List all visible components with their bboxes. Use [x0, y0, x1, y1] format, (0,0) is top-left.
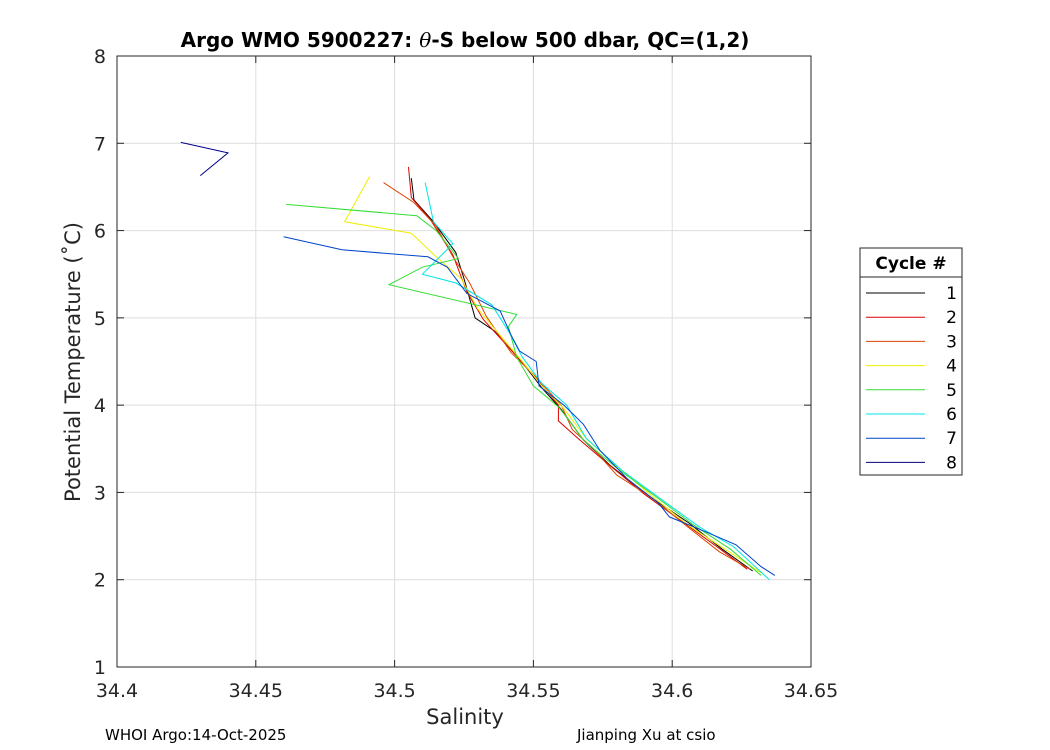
- y-tick-label: 4: [94, 395, 106, 417]
- legend-label-cycle-2: 2: [946, 308, 957, 328]
- series-group: [180, 141, 776, 581]
- y-tick-label: 5: [94, 308, 106, 330]
- legend-label-cycle-4: 4: [946, 357, 957, 377]
- legend-title: Cycle #: [875, 254, 946, 274]
- series-line-cycle-5: [286, 203, 762, 576]
- y-tick-label: 6: [94, 221, 106, 243]
- x-axis-label: Salinity: [426, 705, 504, 729]
- legend-label-cycle-7: 7: [946, 429, 957, 449]
- series-line-cycle-7: [283, 236, 776, 576]
- x-tick-label: 34.45: [229, 680, 283, 702]
- x-tick-label: 34.55: [506, 680, 560, 702]
- series-line-cycle-4: [343, 176, 762, 574]
- chart-title-theta: θ: [419, 28, 431, 52]
- footer-author: Jianping Xu at csio: [577, 726, 716, 744]
- series-line-cycle-6: [421, 182, 770, 581]
- legend-label-cycle-3: 3: [946, 332, 957, 352]
- legend-label-cycle-8: 8: [946, 453, 957, 473]
- footer-source-date: WHOI Argo:14-Oct-2025: [105, 726, 287, 744]
- x-tick-label: 34.65: [784, 680, 838, 702]
- y-axis-label: Potential Temperature (˚C): [61, 222, 85, 502]
- y-tick-label: 7: [94, 133, 106, 155]
- x-tick-label: 34.6: [651, 680, 693, 702]
- x-tick-label: 34.5: [373, 680, 415, 702]
- legend-box: [859, 247, 963, 476]
- legend-label-cycle-1: 1: [946, 284, 957, 304]
- plot-background: [117, 56, 811, 667]
- y-tick-label: 1: [94, 657, 106, 679]
- y-tick-label: 3: [94, 482, 106, 504]
- legend-entries: 1 2 3 4 5 6 7 8: [866, 284, 957, 473]
- chart-title-prefix: Argo WMO 5900227:: [181, 28, 420, 52]
- series-line-cycle-8: [180, 141, 230, 176]
- chart-title: Argo WMO 5900227: θ-S below 500 dbar, QC…: [181, 28, 750, 52]
- y-tick-label: 2: [94, 570, 106, 592]
- chart-title-suffix: -S below 500 dbar, QC=(1,2): [431, 28, 749, 52]
- legend: Cycle # 1 2 3 4 5 6 7 8: [859, 247, 963, 476]
- y-tick-label: 8: [94, 46, 106, 68]
- legend-label-cycle-5: 5: [946, 381, 957, 401]
- x-tick-label: 34.4: [96, 680, 138, 702]
- plot-frame: [116, 55, 812, 668]
- legend-label-cycle-6: 6: [946, 405, 957, 425]
- axis-ticks: 34.4 34.45 34.5 34.55 34.6 34.65 1 2 3 4 5 6 7 8: [94, 46, 838, 702]
